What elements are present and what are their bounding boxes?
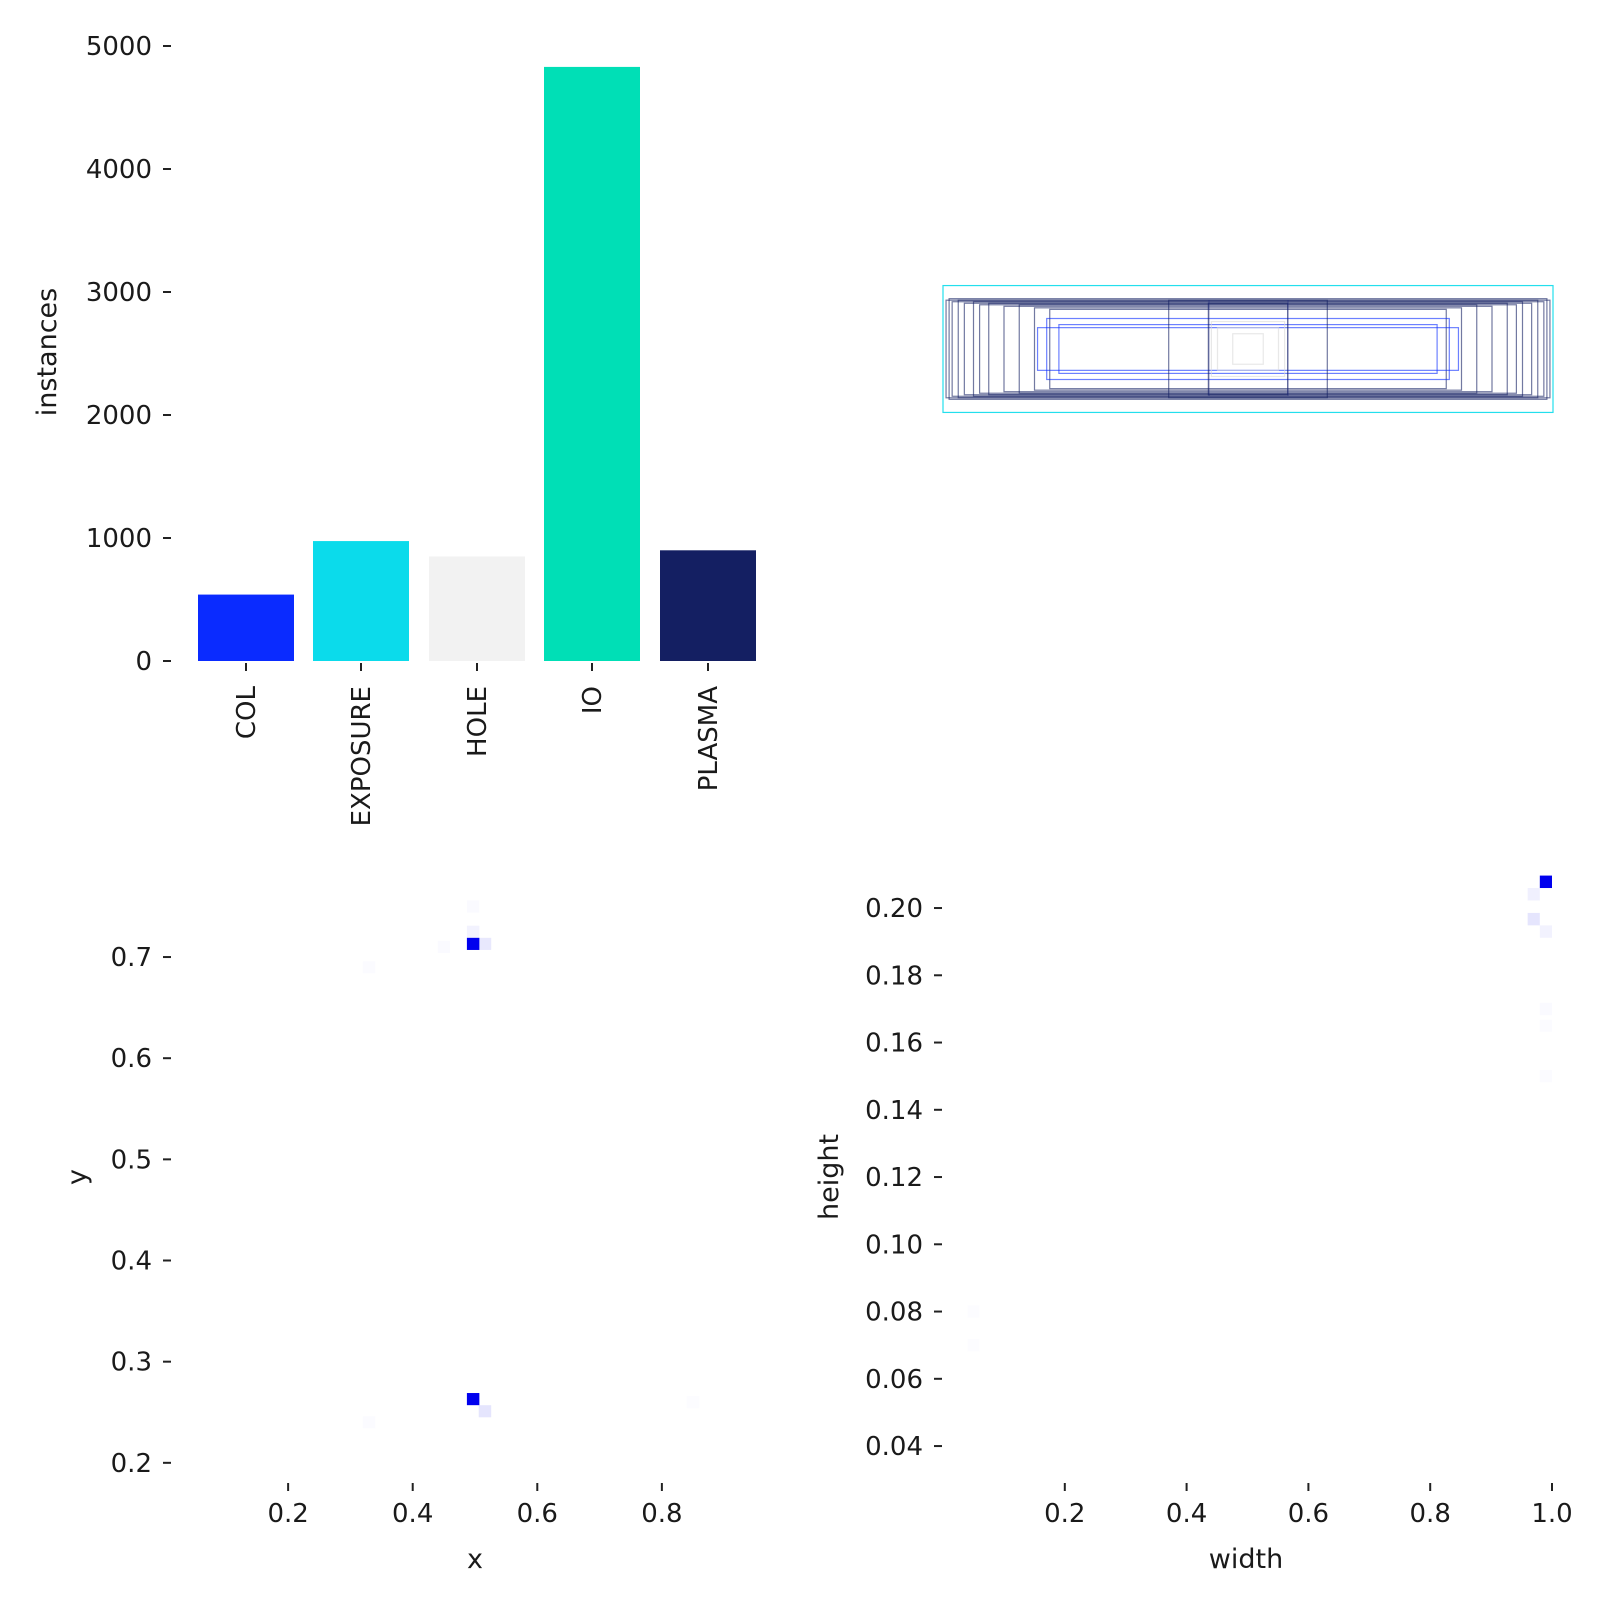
bar-plasma bbox=[660, 550, 756, 661]
box-plasma bbox=[1018, 304, 1478, 394]
bar-y-axis-ticks: 0 1000 2000 3000 4000 5000 bbox=[86, 32, 171, 677]
bar-x-tick-label: COL bbox=[232, 685, 262, 739]
box-plasma bbox=[948, 298, 1548, 400]
xy-heat-cell bbox=[363, 961, 375, 973]
xy-x-tick-label: 0.6 bbox=[517, 1499, 558, 1529]
xy-y-tick-label: 0.5 bbox=[111, 1145, 152, 1175]
wh-x-tick-label: 1.0 bbox=[1531, 1499, 1572, 1529]
wh-y-tick-label: 0.14 bbox=[865, 1096, 923, 1126]
wh-y-axis-label: height bbox=[814, 1134, 845, 1220]
wh-y-tick-label: 0.06 bbox=[865, 1365, 923, 1395]
xy-heat-cell bbox=[466, 925, 480, 938]
wh-x-tick-label: 0.4 bbox=[1166, 1499, 1207, 1529]
xy-x-tick-label: 0.8 bbox=[641, 1499, 682, 1529]
xy-y-tick-label: 0.2 bbox=[111, 1449, 152, 1479]
xy-y-axis-ticks: 0.2 0.3 0.4 0.5 0.6 0.7 bbox=[111, 943, 171, 1479]
bar-x-tick-label: HOLE bbox=[463, 686, 493, 757]
wh-heat-cell bbox=[1527, 888, 1540, 901]
wh-heat-cell bbox=[1540, 1003, 1552, 1015]
wh-y-tick-label: 0.08 bbox=[865, 1298, 923, 1328]
wh-heat-cell bbox=[1527, 912, 1540, 926]
box-exposure bbox=[942, 284, 1554, 414]
xy-heat-cell bbox=[687, 1396, 699, 1408]
wh-y-axis-ticks: 0.04 0.06 0.08 0.10 0.12 0.14 0.16 0.18 0.20 bbox=[865, 894, 942, 1462]
bar-col bbox=[198, 594, 294, 661]
bar-y-tick-label: 1000 bbox=[86, 524, 152, 554]
xy-y-tick-label: 0.6 bbox=[111, 1044, 152, 1074]
bar-y-axis-label: instances bbox=[32, 288, 63, 416]
box-plasma bbox=[1049, 308, 1447, 390]
wh-heat-cell bbox=[1540, 1070, 1552, 1082]
box-col bbox=[1058, 324, 1438, 375]
xy-x-axis-label: x bbox=[467, 1544, 483, 1575]
box-center-highlight bbox=[1235, 335, 1261, 363]
wh-heatmap-cells bbox=[967, 875, 1552, 1351]
xy-center-heatmap: 0.2 0.4 0.6 0.8 0.2 0.3 0.4 0.5 0.6 0.7 x y bbox=[62, 900, 699, 1575]
xy-heat-cell bbox=[478, 937, 492, 950]
xy-y-axis-label: y bbox=[62, 1169, 93, 1185]
wh-heat-cell bbox=[1539, 925, 1552, 938]
box-plasma bbox=[1003, 305, 1493, 393]
box-hole bbox=[1232, 333, 1264, 365]
wh-heat-cell bbox=[1540, 1020, 1552, 1032]
xy-heat-cell bbox=[467, 900, 479, 912]
xy-heat-cell bbox=[466, 937, 480, 950]
wh-y-tick-label: 0.12 bbox=[865, 1163, 923, 1193]
box-hole bbox=[1216, 327, 1280, 371]
bar-x-tick-label: IO bbox=[578, 686, 608, 714]
wh-heat-cell bbox=[967, 1305, 979, 1317]
wh-x-tick-label: 0.6 bbox=[1288, 1499, 1329, 1529]
xy-heat-cell bbox=[478, 1405, 492, 1418]
wh-y-tick-label: 0.18 bbox=[865, 961, 923, 991]
xy-x-tick-label: 0.4 bbox=[392, 1499, 433, 1529]
width-height-heatmap: 0.2 0.4 0.6 0.8 1.0 0.04 0.06 0.08 0.10 0.12 0.14… bbox=[814, 875, 1573, 1575]
xy-y-tick-label: 0.7 bbox=[111, 943, 152, 973]
xy-x-axis-ticks: 0.2 0.4 0.6 0.8 bbox=[267, 1483, 683, 1529]
wh-heat-cell bbox=[967, 1339, 979, 1351]
wh-y-tick-label: 0.10 bbox=[865, 1230, 923, 1260]
bar-hole bbox=[429, 556, 525, 661]
class-instances-bar-chart: 0 1000 2000 3000 4000 5000 COL EXPOSURE HOLE IO P… bbox=[32, 32, 756, 826]
wh-x-axis-label: width bbox=[1209, 1544, 1283, 1575]
bounding-box-overlay bbox=[942, 284, 1554, 414]
bar-x-tick-label: EXPOSURE bbox=[347, 686, 377, 826]
wh-heat-cell bbox=[1539, 875, 1552, 889]
xy-heatmap-cells bbox=[363, 900, 699, 1428]
bar-x-axis-ticks: COL EXPOSURE HOLE IO PLASMA bbox=[232, 663, 724, 826]
box-plasma bbox=[972, 301, 1524, 397]
bar-io bbox=[544, 66, 640, 661]
bar-y-tick-label: 0 bbox=[135, 647, 152, 677]
xy-heat-cell bbox=[438, 941, 450, 953]
bar-y-tick-label: 5000 bbox=[86, 32, 152, 62]
box-plasma bbox=[1168, 299, 1328, 399]
xy-heat-cell bbox=[466, 1393, 480, 1406]
xy-y-tick-label: 0.4 bbox=[111, 1247, 152, 1277]
box-plasma bbox=[1033, 307, 1463, 391]
bar-marks bbox=[198, 66, 756, 661]
wh-y-tick-label: 0.16 bbox=[865, 1029, 923, 1059]
bar-exposure bbox=[313, 541, 409, 661]
xy-x-tick-label: 0.2 bbox=[267, 1499, 308, 1529]
box-col bbox=[1046, 317, 1450, 381]
bar-y-tick-label: 2000 bbox=[86, 401, 152, 431]
wh-x-axis-ticks: 0.2 0.4 0.6 0.8 1.0 bbox=[1044, 1483, 1573, 1529]
xy-y-tick-label: 0.3 bbox=[111, 1348, 152, 1378]
bar-y-tick-label: 3000 bbox=[86, 278, 152, 308]
box-hole bbox=[1210, 320, 1286, 378]
wh-x-tick-label: 0.2 bbox=[1044, 1499, 1085, 1529]
bar-x-tick-label: PLASMA bbox=[694, 686, 724, 791]
xy-heat-cell bbox=[363, 1416, 375, 1428]
wh-y-tick-label: 0.04 bbox=[865, 1432, 923, 1462]
wh-y-tick-label: 0.20 bbox=[865, 894, 923, 924]
bar-y-tick-label: 4000 bbox=[86, 155, 152, 185]
wh-x-tick-label: 0.8 bbox=[1410, 1499, 1451, 1529]
